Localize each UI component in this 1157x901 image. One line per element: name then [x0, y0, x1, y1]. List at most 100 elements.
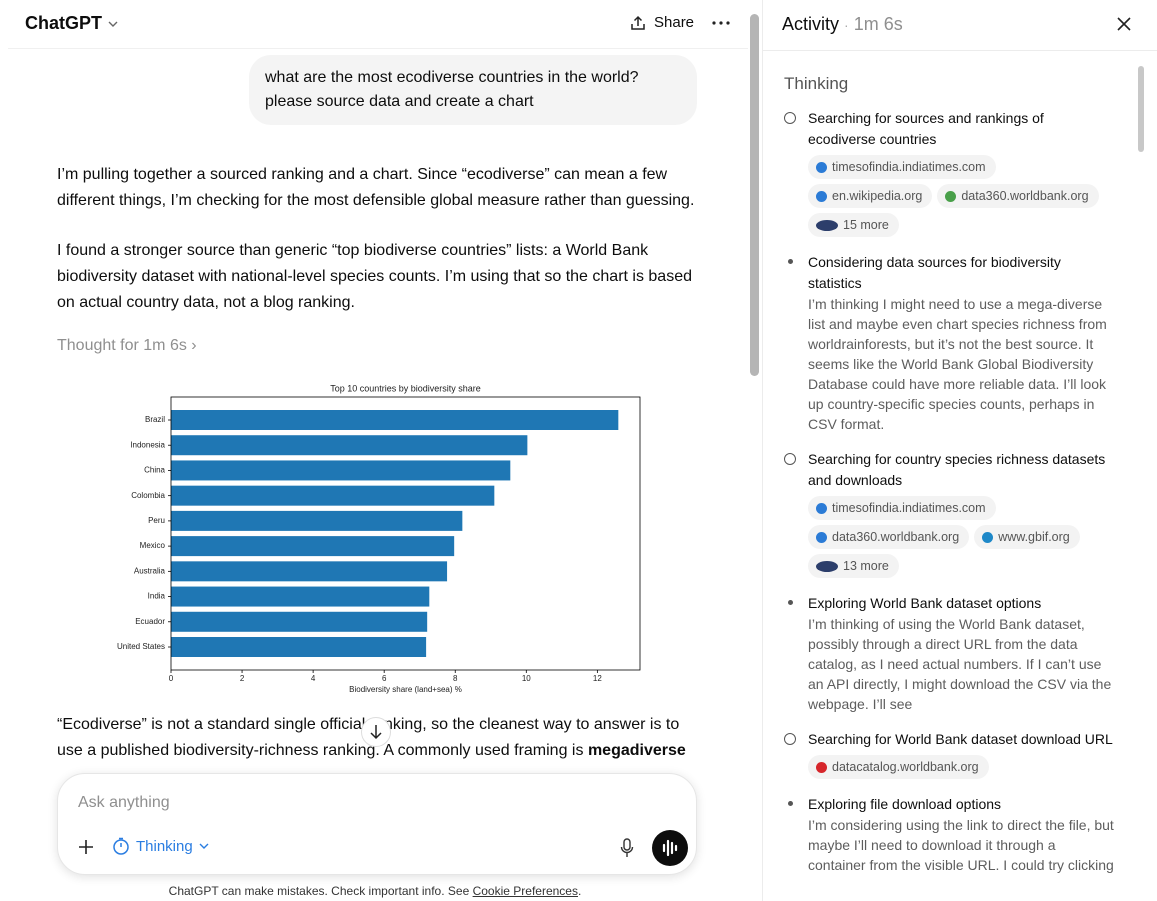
source-domain: data360.worldbank.org [961, 189, 1089, 203]
source-chip[interactable]: data360.worldbank.org [808, 525, 970, 549]
x-tick-label: 6 [382, 674, 387, 683]
composer-input[interactable]: Ask anything [78, 794, 170, 811]
scroll-down-button[interactable] [361, 717, 391, 747]
y-tick-label: Mexico [140, 541, 166, 550]
disclaimer: ChatGPT can make mistakes. Check importa… [0, 884, 750, 898]
section-title: Thinking [784, 74, 849, 93]
mic-button[interactable] [620, 838, 634, 858]
favicon [816, 560, 838, 572]
activity-body: I’m considering using the link to direct… [808, 817, 1114, 873]
y-tick-label: Colombia [131, 491, 165, 500]
thought-label: Thought for 1m 6s [57, 337, 187, 354]
globe-icon [784, 453, 796, 465]
more-label: 15 more [843, 218, 889, 232]
scrollbar-thumb[interactable] [750, 14, 759, 376]
bullet [788, 259, 793, 264]
source-chip[interactable]: timesofindia.indiatimes.com [808, 496, 996, 520]
bar [171, 611, 428, 632]
bar [171, 410, 619, 430]
app-title[interactable]: ChatGPT [25, 13, 119, 34]
source-list: timesofindia.indiatimes.com data360.world… [808, 496, 1118, 578]
more-label: 13 more [843, 559, 889, 573]
timer-icon [113, 837, 129, 855]
disclaimer-end: . [577, 884, 582, 898]
globe-icon [784, 733, 796, 745]
voice-icon [662, 839, 678, 857]
y-tick-label: United States [117, 642, 165, 651]
favicon [816, 219, 838, 231]
plus-button[interactable] [78, 839, 94, 855]
more-button[interactable] [711, 18, 731, 28]
y-tick-label: Ecuador [135, 617, 165, 626]
bar [171, 435, 528, 456]
activity-title: Activity [782, 14, 840, 34]
user-message: what are the most ecodiverse countries i… [249, 55, 697, 125]
favicon [945, 190, 957, 202]
header-divider [763, 50, 1157, 51]
source-chip[interactable]: datacatalog.worldbank.org [808, 755, 989, 779]
disclaimer-text: ChatGPT can make mistakes. Check importa… [168, 884, 470, 898]
bar [171, 460, 511, 481]
header-divider [8, 48, 748, 49]
close-button[interactable] [1117, 17, 1131, 31]
separator: · [844, 17, 849, 33]
activity-list: Searching for sources and rankings of ec… [784, 108, 1114, 890]
activity-title: Searching for sources and rankings of ec… [808, 110, 1044, 147]
activity-header: Activity · 1m 6s [782, 14, 903, 35]
source-chip[interactable]: data360.worldbank.org [937, 184, 1099, 208]
composer: Ask anything Thinking [57, 773, 697, 875]
mode-button[interactable]: Thinking [112, 837, 209, 855]
source-chip[interactable]: www.gbif.org [974, 525, 1080, 549]
share-button[interactable]: Share [630, 14, 694, 31]
more-chip[interactable]: 15 more [808, 213, 899, 237]
activity-body: I’m thinking of using the World Bank dat… [808, 616, 1112, 712]
globe-icon [784, 112, 796, 124]
assistant-paragraph: “Ecodiverse” is not a standard single of… [57, 712, 702, 776]
favicon [816, 761, 827, 773]
activity-title: Searching for World Bank dataset downloa… [808, 731, 1113, 747]
y-tick-label: India [148, 592, 166, 601]
activity-item: Searching for country species richness d… [784, 449, 1114, 578]
activity-title: Searching for country species richness d… [808, 451, 1106, 488]
source-chip[interactable]: timesofindia.indiatimes.com [808, 155, 996, 179]
y-tick-label: Indonesia [130, 440, 165, 449]
voice-button[interactable] [652, 830, 688, 866]
assistant-paragraph: I’m pulling together a sourced ranking a… [57, 166, 695, 209]
x-tick-label: 12 [593, 674, 602, 683]
activity-title: Considering data sources for biodiversit… [808, 254, 1061, 291]
share-label: Share [654, 14, 695, 31]
bar [171, 561, 448, 582]
activity-body: I’m thinking I might need to use a mega-… [808, 296, 1107, 432]
activity-item: Considering data sources for biodiversit… [784, 252, 1114, 434]
favicon [816, 161, 827, 173]
source-domain: datacatalog.worldbank.org [832, 760, 979, 774]
bar [171, 485, 495, 506]
source-list: timesofindia.indiatimes.com en.wikipedia.… [808, 155, 1118, 237]
source-domain: en.wikipedia.org [832, 189, 923, 203]
y-tick-label: Australia [134, 566, 166, 575]
paragraph-text: “Ecodiverse” is not a standard single of… [57, 716, 680, 759]
chevron [108, 21, 118, 27]
x-tick-label: 10 [522, 674, 531, 683]
favicon [816, 190, 827, 202]
scrollbar-thumb[interactable] [1138, 66, 1144, 152]
activity-title: Exploring file download options [808, 796, 1002, 812]
y-tick-label: Brazil [145, 415, 165, 424]
source-list: datacatalog.worldbank.org [808, 755, 1118, 779]
thought-toggle[interactable]: Thought for 1m 6s › [57, 337, 197, 354]
cookie-link[interactable]: Cookie Preferences [472, 884, 578, 898]
activity-item: Searching for sources and rankings of ec… [784, 108, 1114, 237]
x-axis-label: Biodiversity share (land+sea) % [349, 685, 462, 694]
activity-item: Searching for World Bank dataset downloa… [784, 729, 1114, 779]
bullet [788, 801, 793, 806]
source-domain: timesofindia.indiatimes.com [832, 501, 986, 515]
chart: Top 10 countries by biodiversity share Br… [117, 383, 641, 694]
source-chip[interactable]: en.wikipedia.org [808, 184, 933, 208]
more-chip[interactable]: 13 more [808, 554, 899, 578]
x-tick-label: 8 [453, 674, 458, 683]
x-tick-label: 4 [311, 674, 316, 683]
source-domain: timesofindia.indiatimes.com [832, 160, 986, 174]
bar [171, 510, 463, 531]
y-tick-label: Peru [148, 516, 165, 525]
